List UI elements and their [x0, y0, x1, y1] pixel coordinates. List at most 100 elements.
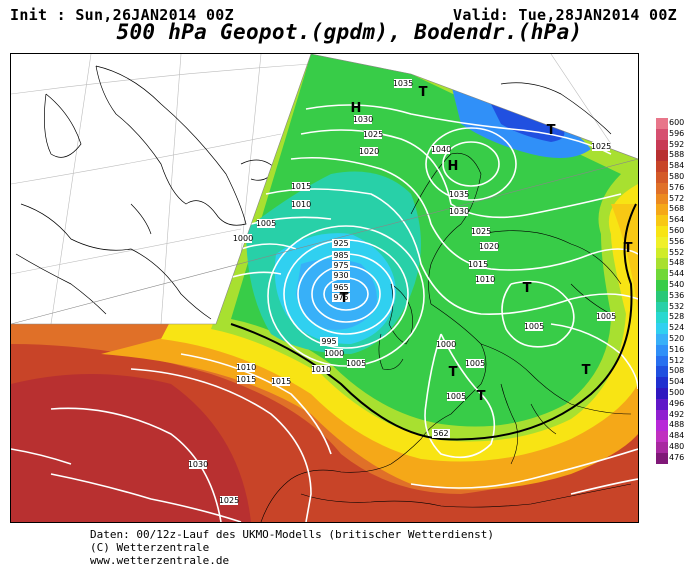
isobar-label-text: 1010	[291, 200, 311, 209]
isobar-label-text: 1005	[596, 312, 616, 321]
isobar-label-text: 1030	[449, 207, 469, 216]
isobar-label-bg	[312, 365, 330, 374]
isobar-label-bg	[354, 115, 372, 124]
isobar-label-bg	[432, 429, 450, 438]
isobar-label: 995	[320, 337, 338, 346]
isobar-label: 1010	[291, 200, 311, 209]
isobar-label-text: 1005	[524, 322, 544, 331]
isobar-label-text: 1020	[359, 147, 379, 156]
isobar-label-bg	[525, 322, 543, 331]
scale-label: 476	[669, 452, 685, 462]
isobar-label-text: 562	[433, 429, 448, 438]
scale-entry: 508	[656, 366, 698, 378]
scale-entry: 504	[656, 377, 698, 388]
isobar-label-text: 1005	[346, 359, 366, 368]
forecast-map: 1035 1030 1025 1020 1040 1035 1030 1025 1020 1015…	[10, 53, 639, 523]
isobar-label: 1025	[471, 227, 491, 236]
isobar-label: 1005	[346, 359, 366, 368]
isobar-label: 1030	[449, 207, 469, 216]
init-time-label: Init : Sun,26JAN2014 00Z	[10, 6, 234, 24]
scale-entry: 596	[656, 128, 698, 140]
website-credit: www.wetterzentrale.de	[90, 554, 230, 567]
low-pressure-marker: T	[523, 281, 532, 296]
scale-entry: 584	[656, 161, 698, 172]
scale-entry: 552	[656, 247, 698, 259]
isobar-label-text: 985	[333, 251, 348, 260]
isobar-label: 925	[332, 239, 350, 248]
valid-time-label: Valid: Tue,28JAN2014 00Z	[453, 6, 677, 24]
isobar-label: 1020	[359, 147, 379, 156]
isobar-label-bg	[332, 251, 350, 260]
isobar-label: 1035	[393, 79, 413, 88]
isobar-label: 1015	[468, 260, 488, 269]
scale-label: 488	[669, 420, 685, 430]
high-pressure-marker: H	[448, 159, 459, 174]
scale-swatch	[656, 431, 668, 442]
isobar-label-bg	[332, 283, 350, 292]
isobar-label-bg	[237, 375, 255, 384]
scale-label: 508	[669, 366, 685, 376]
isobar-label: 1005	[596, 312, 616, 321]
scale-swatch	[656, 161, 668, 172]
scale-label: 536	[669, 290, 685, 300]
low-pressure-marker: T	[477, 389, 486, 404]
isobar-label-bg	[476, 275, 494, 284]
isobar-label-text: 1010	[236, 363, 256, 372]
chart-title: 500 hPa Geopot.(gpdm), Bodendr.(hPa)	[116, 20, 583, 44]
scale-swatch	[656, 452, 668, 464]
isobar-label-bg	[332, 271, 350, 280]
scale-entry: 576	[656, 182, 698, 194]
isobar-label-bg	[325, 349, 343, 358]
isobar-label-text: 1015	[236, 375, 256, 384]
scale-label: 580	[669, 171, 685, 181]
isobar-label-bg	[234, 234, 252, 243]
scale-swatch	[656, 139, 668, 151]
isobar-label-bg	[189, 460, 207, 469]
scale-label: 556	[669, 236, 685, 246]
scale-label: 548	[669, 258, 685, 268]
isobar-label-bg	[220, 496, 238, 505]
scale-entry: 488	[656, 420, 698, 432]
isobar-label-text: 965	[333, 283, 348, 292]
scale-label: 600	[669, 118, 685, 127]
scale-label: 484	[669, 431, 685, 441]
pressure-centers: H H T T T T T T T T	[340, 85, 633, 404]
isobar-label-bg	[272, 377, 290, 386]
graticule-lines	[11, 54, 612, 325]
isobar-label: 1025	[591, 142, 611, 151]
scale-label: 504	[669, 377, 685, 387]
scale-entry: 600	[656, 118, 698, 129]
isobar-label-text: 1005	[465, 359, 485, 368]
scale-swatch	[656, 409, 668, 421]
isobar-label-bg	[450, 190, 468, 199]
isobar-label-text: 1000	[324, 349, 344, 358]
isobar-label-text: 1035	[393, 79, 413, 88]
coastlines-europe	[260, 152, 632, 522]
scale-swatch	[656, 258, 668, 270]
isobar-label-text: 1030	[353, 115, 373, 124]
isobar-label: 930	[332, 271, 350, 280]
scale-entry: 496	[656, 398, 698, 410]
isobar-label: 975	[332, 293, 350, 302]
scale-label: 552	[669, 247, 685, 257]
isobar-label-bg	[432, 145, 450, 154]
isobar-label: 1000	[324, 349, 344, 358]
isobar-label-bg	[347, 359, 365, 368]
scale-entry: 560	[656, 225, 698, 237]
coastlines-north	[15, 65, 612, 320]
isobar-label-text: 975	[333, 293, 348, 302]
scale-entry: 572	[656, 193, 698, 205]
isobar-label-bg	[364, 130, 382, 139]
scale-swatch	[656, 377, 668, 388]
scale-label: 544	[669, 269, 685, 279]
isobar-label-text: 1025	[591, 142, 611, 151]
isobar-label-text: 1030	[188, 460, 208, 469]
scale-swatch	[656, 333, 668, 345]
high-pressure-marker: H	[351, 101, 362, 116]
scale-swatch	[656, 420, 668, 432]
isobar-label: 985	[332, 251, 350, 260]
scale-entry: 548	[656, 258, 698, 270]
scale-label: 540	[669, 279, 685, 289]
scale-entry: 516	[656, 344, 698, 356]
isobar-label-bg	[257, 219, 275, 228]
